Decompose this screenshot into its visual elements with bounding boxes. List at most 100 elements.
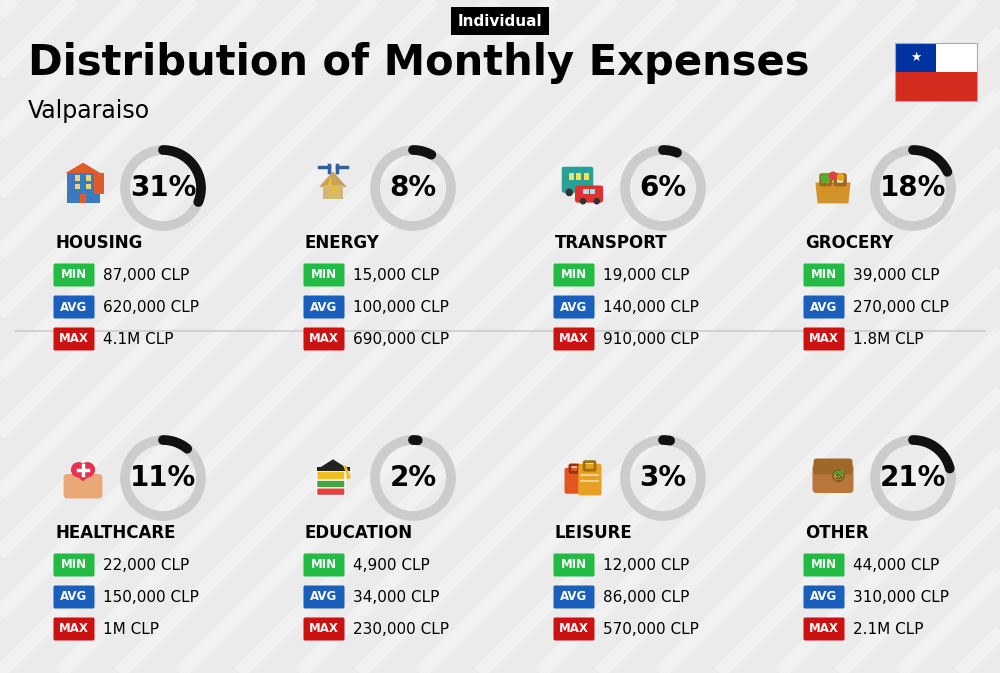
Polygon shape [328, 176, 338, 198]
Bar [86, 176, 91, 181]
Text: MAX: MAX [59, 623, 89, 635]
Text: MIN: MIN [311, 269, 337, 281]
Circle shape [346, 474, 351, 479]
Text: 87,000 CLP: 87,000 CLP [103, 267, 189, 283]
Text: 620,000 CLP: 620,000 CLP [103, 299, 199, 314]
Polygon shape [71, 471, 95, 481]
Text: 690,000 CLP: 690,000 CLP [353, 332, 449, 347]
Bar [590, 189, 595, 194]
Text: 21%: 21% [880, 464, 946, 492]
FancyBboxPatch shape [813, 464, 854, 493]
Text: 310,000 CLP: 310,000 CLP [853, 590, 949, 604]
Text: MIN: MIN [811, 559, 837, 571]
FancyBboxPatch shape [575, 186, 603, 203]
Text: HEALTHCARE: HEALTHCARE [55, 524, 176, 542]
FancyBboxPatch shape [54, 553, 94, 577]
Bar [895, 72, 977, 101]
FancyBboxPatch shape [303, 586, 344, 608]
FancyBboxPatch shape [554, 586, 594, 608]
Text: MIN: MIN [61, 269, 87, 281]
Circle shape [829, 172, 837, 180]
Text: 31%: 31% [130, 174, 196, 202]
Text: 150,000 CLP: 150,000 CLP [103, 590, 199, 604]
Text: ★: ★ [910, 51, 921, 64]
Text: 570,000 CLP: 570,000 CLP [603, 621, 699, 637]
Bar [75, 176, 80, 181]
FancyBboxPatch shape [303, 328, 344, 351]
Text: AVG: AVG [60, 590, 88, 604]
Text: GROCERY: GROCERY [805, 234, 893, 252]
Bar [936, 43, 977, 72]
FancyBboxPatch shape [804, 553, 844, 577]
Text: MAX: MAX [559, 332, 589, 345]
Bar [576, 173, 581, 180]
Text: 1M CLP: 1M CLP [103, 621, 159, 637]
Text: MIN: MIN [561, 269, 587, 281]
FancyBboxPatch shape [804, 586, 844, 608]
FancyBboxPatch shape [54, 586, 94, 608]
Text: MIN: MIN [311, 559, 337, 571]
Bar [86, 184, 91, 189]
Circle shape [80, 462, 95, 477]
Text: MAX: MAX [559, 623, 589, 635]
Text: 3%: 3% [639, 464, 687, 492]
FancyBboxPatch shape [804, 328, 844, 351]
FancyBboxPatch shape [804, 264, 844, 287]
Text: MAX: MAX [59, 332, 89, 345]
FancyBboxPatch shape [303, 553, 344, 577]
FancyBboxPatch shape [54, 295, 94, 318]
Text: AVG: AVG [310, 301, 338, 314]
FancyBboxPatch shape [303, 264, 344, 287]
Text: 2%: 2% [389, 464, 437, 492]
FancyBboxPatch shape [804, 618, 844, 641]
Bar [323, 185, 343, 199]
Text: LEISURE: LEISURE [555, 524, 633, 542]
Text: OTHER: OTHER [805, 524, 869, 542]
FancyBboxPatch shape [554, 295, 594, 318]
Text: AVG: AVG [810, 301, 838, 314]
FancyBboxPatch shape [64, 474, 102, 499]
Polygon shape [815, 182, 851, 203]
Text: 230,000 CLP: 230,000 CLP [353, 621, 449, 637]
Text: 100,000 CLP: 100,000 CLP [353, 299, 449, 314]
Text: $: $ [835, 471, 842, 481]
Text: 34,000 CLP: 34,000 CLP [353, 590, 439, 604]
Circle shape [565, 188, 573, 197]
Text: 86,000 CLP: 86,000 CLP [603, 590, 689, 604]
Bar [569, 173, 574, 180]
Text: 2.1M CLP: 2.1M CLP [853, 621, 924, 637]
FancyBboxPatch shape [317, 471, 345, 480]
Bar [584, 173, 589, 180]
Text: HOUSING: HOUSING [55, 234, 142, 252]
Text: AVG: AVG [310, 590, 338, 604]
Circle shape [71, 462, 86, 477]
Text: ENERGY: ENERGY [305, 234, 380, 252]
Circle shape [582, 188, 590, 197]
FancyBboxPatch shape [564, 468, 584, 494]
Circle shape [820, 173, 830, 183]
Text: 4.1M CLP: 4.1M CLP [103, 332, 174, 347]
FancyBboxPatch shape [804, 295, 844, 318]
FancyBboxPatch shape [554, 264, 594, 287]
Polygon shape [321, 459, 345, 467]
Bar [895, 43, 936, 72]
Text: MAX: MAX [809, 332, 839, 345]
FancyBboxPatch shape [54, 618, 94, 641]
Circle shape [833, 470, 844, 481]
Text: EDUCATION: EDUCATION [305, 524, 413, 542]
Text: 19,000 CLP: 19,000 CLP [603, 267, 689, 283]
Text: MIN: MIN [811, 269, 837, 281]
Text: 11%: 11% [130, 464, 196, 492]
Text: 15,000 CLP: 15,000 CLP [353, 267, 439, 283]
Text: AVG: AVG [560, 301, 588, 314]
FancyBboxPatch shape [317, 487, 345, 495]
Bar [316, 467, 350, 471]
FancyBboxPatch shape [578, 464, 602, 495]
FancyBboxPatch shape [54, 328, 94, 351]
Bar [583, 189, 588, 194]
Bar [80, 194, 86, 203]
FancyBboxPatch shape [317, 479, 345, 488]
Text: 12,000 CLP: 12,000 CLP [603, 557, 689, 573]
FancyBboxPatch shape [54, 264, 94, 287]
FancyBboxPatch shape [554, 553, 594, 577]
